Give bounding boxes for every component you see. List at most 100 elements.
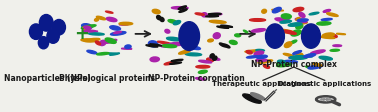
Ellipse shape (299, 12, 305, 17)
Ellipse shape (256, 55, 267, 59)
Ellipse shape (258, 60, 273, 63)
Ellipse shape (275, 18, 290, 22)
Ellipse shape (331, 34, 337, 38)
Ellipse shape (330, 49, 339, 51)
Ellipse shape (87, 50, 97, 54)
Ellipse shape (174, 21, 181, 25)
Ellipse shape (291, 40, 297, 44)
Ellipse shape (245, 50, 262, 52)
Ellipse shape (243, 94, 261, 103)
Text: Therapeutic applications: Therapeutic applications (212, 81, 311, 87)
Ellipse shape (290, 56, 308, 59)
Ellipse shape (309, 12, 319, 15)
Ellipse shape (39, 15, 53, 31)
Ellipse shape (210, 54, 214, 58)
Ellipse shape (195, 78, 205, 80)
Ellipse shape (217, 26, 229, 28)
Ellipse shape (99, 40, 106, 46)
Ellipse shape (149, 41, 158, 47)
Ellipse shape (111, 32, 126, 35)
Ellipse shape (125, 45, 131, 49)
Ellipse shape (161, 43, 179, 47)
Ellipse shape (53, 19, 65, 35)
Text: Physiological proteins: Physiological proteins (59, 74, 155, 83)
Ellipse shape (277, 62, 280, 65)
Ellipse shape (263, 65, 270, 68)
Ellipse shape (293, 7, 304, 12)
Ellipse shape (306, 66, 313, 69)
Ellipse shape (213, 56, 217, 60)
Ellipse shape (81, 39, 96, 42)
Ellipse shape (119, 24, 128, 25)
Ellipse shape (289, 56, 299, 58)
Ellipse shape (273, 7, 281, 13)
Ellipse shape (321, 18, 332, 20)
Ellipse shape (178, 6, 186, 9)
Ellipse shape (198, 70, 207, 73)
Ellipse shape (221, 25, 232, 27)
Ellipse shape (223, 44, 230, 48)
Ellipse shape (83, 27, 89, 30)
Ellipse shape (336, 33, 345, 35)
Text: +: + (74, 25, 89, 43)
Ellipse shape (292, 57, 299, 59)
Ellipse shape (322, 33, 335, 37)
Ellipse shape (105, 11, 113, 13)
Ellipse shape (179, 9, 187, 12)
Ellipse shape (246, 51, 252, 54)
Ellipse shape (82, 24, 92, 29)
Ellipse shape (284, 30, 296, 34)
Ellipse shape (281, 14, 291, 19)
Ellipse shape (84, 38, 100, 42)
Ellipse shape (88, 31, 98, 32)
Ellipse shape (167, 37, 181, 41)
Ellipse shape (165, 29, 170, 33)
Ellipse shape (294, 52, 303, 55)
Ellipse shape (107, 53, 116, 54)
Ellipse shape (280, 20, 291, 23)
Ellipse shape (97, 53, 109, 55)
Ellipse shape (262, 9, 266, 13)
Ellipse shape (146, 45, 158, 47)
Ellipse shape (83, 30, 95, 32)
Ellipse shape (114, 31, 121, 33)
Ellipse shape (219, 43, 226, 47)
Ellipse shape (110, 26, 121, 30)
Ellipse shape (170, 62, 181, 64)
Ellipse shape (208, 13, 221, 15)
Ellipse shape (168, 20, 177, 23)
Ellipse shape (199, 60, 212, 63)
Ellipse shape (47, 29, 59, 43)
Ellipse shape (210, 57, 220, 60)
Ellipse shape (211, 13, 222, 15)
Ellipse shape (156, 15, 161, 20)
Ellipse shape (105, 38, 116, 43)
Ellipse shape (179, 22, 200, 51)
Ellipse shape (317, 22, 331, 25)
Ellipse shape (162, 44, 177, 48)
Ellipse shape (272, 9, 284, 11)
Ellipse shape (229, 40, 237, 44)
Ellipse shape (333, 45, 342, 47)
Ellipse shape (293, 51, 302, 54)
Ellipse shape (169, 42, 186, 46)
Ellipse shape (265, 24, 284, 48)
Ellipse shape (296, 24, 303, 29)
Ellipse shape (207, 58, 214, 62)
Ellipse shape (96, 16, 106, 20)
Ellipse shape (195, 13, 204, 15)
Ellipse shape (213, 33, 220, 39)
Ellipse shape (243, 30, 248, 33)
Ellipse shape (160, 17, 164, 22)
Ellipse shape (256, 49, 264, 51)
Ellipse shape (277, 60, 285, 64)
Ellipse shape (38, 37, 49, 49)
Ellipse shape (106, 17, 117, 22)
Ellipse shape (121, 48, 132, 49)
Circle shape (318, 97, 333, 102)
Ellipse shape (88, 33, 104, 35)
Ellipse shape (119, 22, 133, 25)
Ellipse shape (304, 54, 316, 57)
Ellipse shape (251, 93, 265, 100)
Ellipse shape (254, 51, 264, 55)
